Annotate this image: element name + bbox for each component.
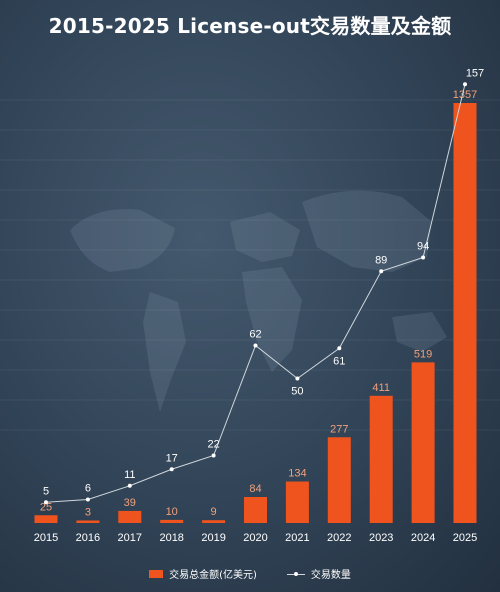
line-point: [211, 453, 216, 458]
legend-bar-label: 交易总金额(亿美元): [169, 570, 257, 581]
line-value-label: 94: [417, 241, 429, 253]
line-value-label: 5: [43, 485, 49, 497]
line-point: [463, 82, 467, 87]
bar-value-label: 411: [372, 382, 390, 394]
bar-value-label: 39: [124, 497, 136, 509]
bar-value-label: 277: [330, 423, 348, 435]
line-point: [295, 376, 300, 381]
bar-2021: [285, 481, 309, 523]
legend-line-label: 交易数量: [310, 570, 351, 581]
bar-value-label: 519: [414, 348, 432, 360]
x-tick-label: 2022: [327, 532, 351, 544]
bar-2020: [244, 497, 267, 523]
line-value-label: 157: [466, 67, 484, 79]
x-tick-label: 2018: [159, 532, 183, 544]
bar-2023: [369, 395, 393, 523]
x-tick-label: 2019: [201, 532, 225, 544]
bar-2018: [160, 519, 184, 523]
x-tick-label: 2015: [34, 532, 58, 544]
line-point: [44, 500, 48, 505]
legend: 交易总金额(亿美元) 交易数量: [0, 566, 500, 581]
line-value-label: 6: [85, 483, 91, 495]
line-point: [169, 467, 174, 472]
line-value-label: 89: [375, 254, 387, 266]
bar-2015: [34, 515, 58, 523]
x-tick-label: 2017: [118, 532, 142, 544]
bar-2025: [453, 103, 477, 523]
bar-value-label: 1357: [453, 89, 477, 101]
line-point: [421, 255, 426, 260]
bar-value-label: 25: [40, 501, 52, 513]
x-tick-label: 2016: [76, 532, 100, 544]
bar-2016: [76, 520, 100, 523]
x-tick-label: 2023: [369, 532, 393, 544]
bar-value-label: 134: [288, 468, 306, 480]
line-value-label: 62: [249, 329, 261, 341]
bar-value-label: 84: [249, 483, 261, 495]
bar-2017: [118, 510, 142, 523]
bar-value-label: 10: [166, 506, 178, 518]
bar-2024: [411, 362, 435, 523]
x-tick-label: 2025: [453, 532, 477, 544]
line-point: [85, 497, 90, 502]
x-tick-label: 2024: [411, 532, 435, 544]
line-point: [337, 346, 342, 351]
bar-2022: [327, 437, 351, 523]
line-value-label: 11: [124, 469, 135, 481]
bar-value-label: 3: [85, 507, 91, 519]
legend-item-line: 交易数量: [286, 566, 351, 581]
chart-title: 2015-2025 License-out交易数量及金额: [48, 14, 452, 38]
line-value-label: 22: [207, 439, 219, 451]
line-point: [253, 343, 258, 348]
x-tick-label: 2021: [285, 532, 309, 544]
line-point: [127, 483, 132, 488]
legend-bar-swatch: [149, 569, 164, 578]
line-value-label: 61: [333, 355, 345, 367]
legend-line-swatch: [286, 570, 305, 578]
legend-item-bar: 交易总金额(亿美元): [149, 566, 257, 581]
line-value-label: 17: [166, 452, 178, 464]
line-point: [379, 269, 384, 274]
x-tick-label: 2020: [243, 532, 267, 544]
bar-2019: [202, 520, 226, 523]
line-value-label: 50: [291, 386, 303, 398]
bar-value-label: 9: [211, 506, 217, 518]
